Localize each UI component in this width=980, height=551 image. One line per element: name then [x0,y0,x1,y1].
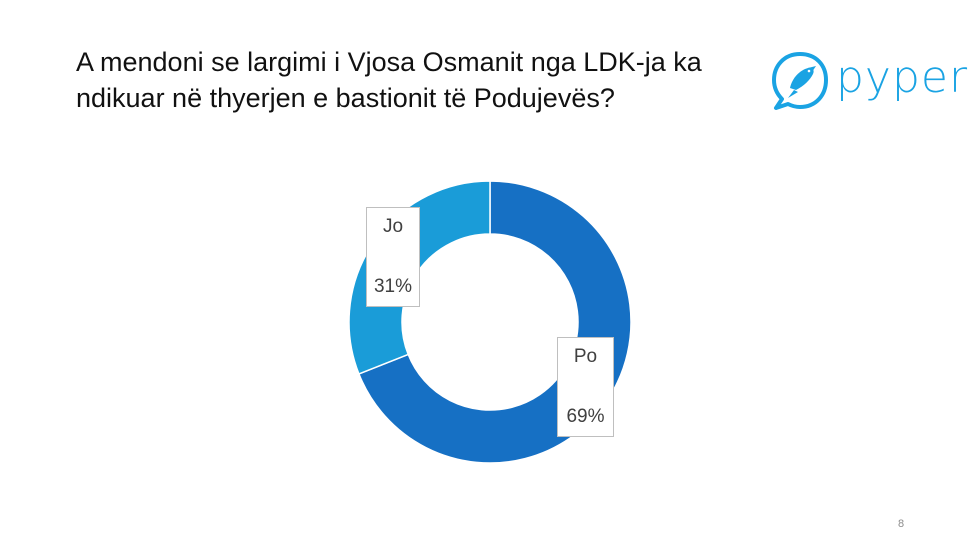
bird-icon [772,52,828,110]
logo-text: pyper [836,52,969,103]
category-label: Po [573,346,598,367]
page-number: 8 [898,518,905,530]
slice-label-po: Po 69% [557,337,614,437]
pyper-logo: pyper [770,48,967,114]
category-label: Jo [382,216,404,237]
value-label: 31% [373,276,413,297]
value-label: 69% [566,406,605,427]
slice-label-jo: Jo 31% [366,207,420,307]
slide-title: A mendoni se largimi i Vjosa Osmanit nga… [76,47,702,113]
